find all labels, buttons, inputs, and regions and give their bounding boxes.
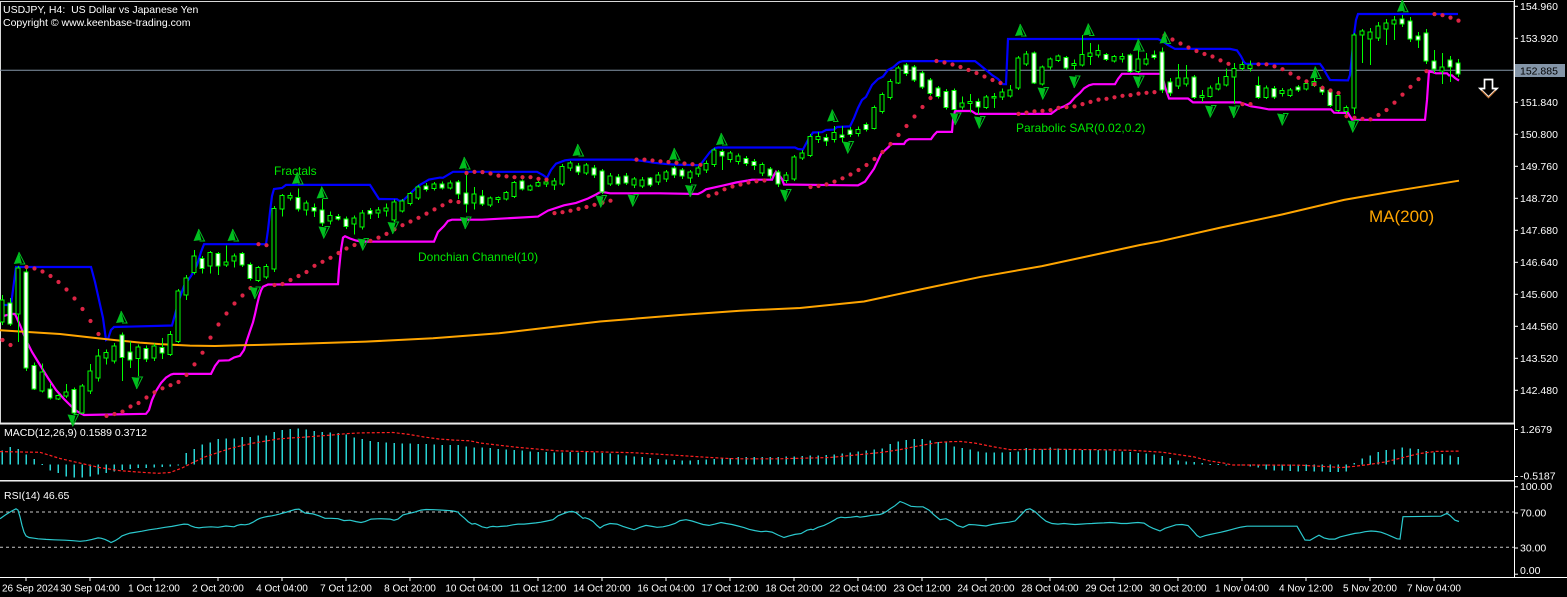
svg-text:1 Nov 04:00: 1 Nov 04:00 [1215,584,1269,595]
svg-text:14 Oct 20:00: 14 Oct 20:00 [573,584,631,595]
svg-text:149.760: 149.760 [1520,161,1558,173]
svg-text:4 Nov 12:00: 4 Nov 12:00 [1279,584,1333,595]
svg-text:30 Sep 04:00: 30 Sep 04:00 [60,584,120,595]
svg-text:1.2679: 1.2679 [1520,424,1552,436]
svg-text:70.00: 70.00 [1520,508,1546,520]
svg-text:7 Nov 04:00: 7 Nov 04:00 [1407,584,1461,595]
svg-text:26 Sep 2024: 26 Sep 2024 [2,584,59,595]
svg-text:Copyright © www.keenbase-tradi: Copyright © www.keenbase-trading.com [3,17,191,29]
svg-text:29 Oct 12:00: 29 Oct 12:00 [1085,584,1143,595]
svg-text:MACD(12,26,9) 0.1589 0.3712: MACD(12,26,9) 0.1589 0.3712 [4,427,147,439]
svg-text:28 Oct 04:00: 28 Oct 04:00 [1021,584,1079,595]
svg-text:16 Oct 04:00: 16 Oct 04:00 [637,584,695,595]
svg-text:RSI(14) 46.65: RSI(14) 46.65 [4,490,70,502]
svg-text:147.680: 147.680 [1520,225,1558,237]
svg-text:154.960: 154.960 [1520,1,1558,13]
svg-text:1 Oct 12:00: 1 Oct 12:00 [128,584,180,595]
svg-text:7 Oct 12:00: 7 Oct 12:00 [320,584,372,595]
svg-text:8 Oct 20:00: 8 Oct 20:00 [384,584,436,595]
svg-text:142.480: 142.480 [1520,385,1558,397]
svg-text:MA(200): MA(200) [1369,207,1434,226]
svg-text:10 Oct 04:00: 10 Oct 04:00 [445,584,503,595]
svg-text:22 Oct 04:00: 22 Oct 04:00 [829,584,887,595]
svg-text:146.640: 146.640 [1520,257,1558,269]
svg-text:2 Oct 20:00: 2 Oct 20:00 [192,584,244,595]
svg-text:23 Oct 12:00: 23 Oct 12:00 [893,584,951,595]
svg-text:100.00: 100.00 [1520,481,1552,493]
svg-text:150.800: 150.800 [1520,129,1558,141]
svg-text:24 Oct 20:00: 24 Oct 20:00 [957,584,1015,595]
svg-text:-0.5187: -0.5187 [1520,471,1556,483]
svg-text:Parabolic SAR(0.02,0.2): Parabolic SAR(0.02,0.2) [1016,121,1145,135]
svg-text:152.885: 152.885 [1520,66,1558,78]
svg-text:148.720: 148.720 [1520,193,1558,205]
svg-text:30 Oct 20:00: 30 Oct 20:00 [1149,584,1207,595]
svg-text:4 Oct 04:00: 4 Oct 04:00 [256,584,308,595]
svg-text:5 Nov 20:00: 5 Nov 20:00 [1343,584,1397,595]
svg-text:145.600: 145.600 [1520,289,1558,301]
svg-text:Fractals: Fractals [274,164,317,178]
svg-text:143.520: 143.520 [1520,353,1558,365]
svg-text:11 Oct 12:00: 11 Oct 12:00 [510,584,567,595]
svg-text:0.00: 0.00 [1520,565,1541,577]
svg-text:153.920: 153.920 [1520,33,1558,45]
svg-text:17 Oct 12:00: 17 Oct 12:00 [701,584,759,595]
svg-text:Donchian Channel(10): Donchian Channel(10) [418,250,538,264]
svg-text:USDJPY, H4: US Dollar vs Japa: USDJPY, H4: US Dollar vs Japanese Yen [3,4,198,16]
svg-text:144.560: 144.560 [1520,321,1558,333]
svg-text:30.00: 30.00 [1520,543,1546,555]
svg-text:18 Oct 20:00: 18 Oct 20:00 [765,584,823,595]
svg-text:151.840: 151.840 [1520,97,1558,109]
